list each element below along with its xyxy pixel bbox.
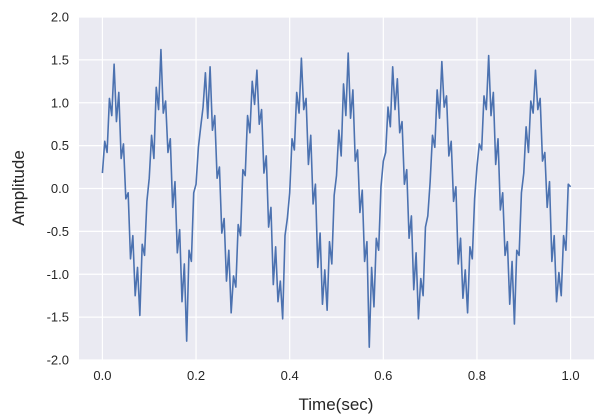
y-tick-label: 2.0 xyxy=(51,10,69,25)
x-tick-label: 0.0 xyxy=(93,368,111,383)
y-axis-label: Amplitude xyxy=(9,150,28,226)
tick-labels: 0.0 0.2 0.4 0.6 0.8 1.0 -2.0 -1.5 -1.0 -0.5 0.0 0.5… xyxy=(47,10,580,384)
y-tick-label: 1.0 xyxy=(51,95,69,110)
x-tick-label: 1.0 xyxy=(562,368,580,383)
x-tick-label: 0.8 xyxy=(468,368,486,383)
y-tick-label: -0.5 xyxy=(47,224,69,239)
y-tick-label: 0.0 xyxy=(51,181,69,196)
y-tick-label: -1.0 xyxy=(47,267,69,282)
y-tick-label: 1.5 xyxy=(51,52,69,67)
x-tick-label: 0.4 xyxy=(281,368,299,383)
x-tick-label: 0.2 xyxy=(187,368,205,383)
series-line xyxy=(101,48,572,348)
x-tick-label: 0.6 xyxy=(374,368,392,383)
grid xyxy=(79,16,594,361)
y-tick-label: 0.5 xyxy=(51,138,69,153)
x-axis-label: Time(sec) xyxy=(299,395,374,414)
y-tick-label: -1.5 xyxy=(47,310,69,325)
y-tick-label: -2.0 xyxy=(47,353,69,368)
